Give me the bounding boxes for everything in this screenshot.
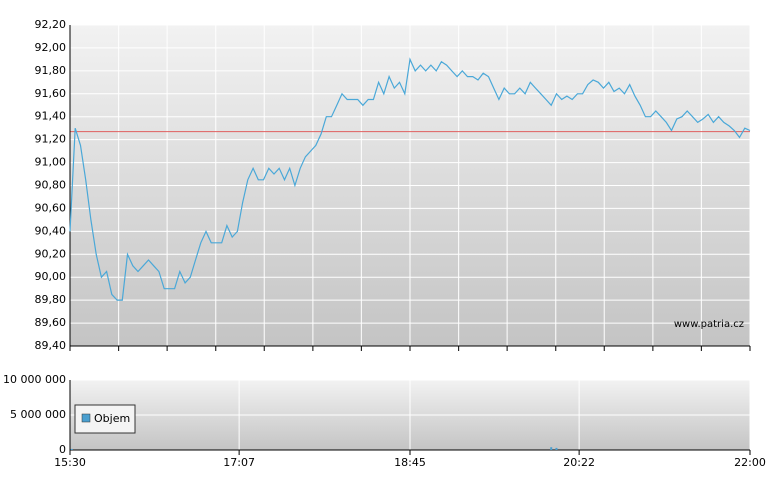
x-tick-label: 17:07 [223,456,255,469]
x-tick-label: 22:00 [734,456,766,469]
legend-swatch [81,413,91,423]
y-tick-label: 90,60 [35,201,67,214]
y-tick-label: 91,80 [35,64,67,77]
y-tick-label: 90,40 [35,224,67,237]
y-tick-label: 90,80 [35,179,67,192]
y-tick-label: 91,20 [35,133,67,146]
x-tick-label: 18:45 [394,456,426,469]
y-tick-label: 89,60 [35,316,67,329]
y-tick-label: 0 [59,443,66,456]
y-tick-label: 5 000 000 [10,408,66,421]
y-tick-label: 92,00 [35,41,67,54]
legend-label: Objem [94,412,130,425]
volume-bar [70,448,73,450]
price-line [69,57,751,301]
x-tick-label: 15:30 [54,456,86,469]
volume-bar [555,447,558,450]
y-tick-label: 91,40 [35,110,67,123]
y-tick-label: 91,00 [35,156,67,169]
y-tick-label: 91,60 [35,87,67,100]
y-tick-label: 89,40 [35,339,67,352]
volume-bar [550,447,553,450]
y-tick-label: 10 000 000 [3,373,66,386]
y-tick-label: 89,80 [35,293,67,306]
watermark: www.patria.cz [674,319,744,330]
y-tick-label: 92,20 [35,18,67,31]
y-tick-label: 90,00 [35,270,67,283]
x-tick-label: 20:22 [563,456,595,469]
y-tick-label: 90,20 [35,247,67,260]
